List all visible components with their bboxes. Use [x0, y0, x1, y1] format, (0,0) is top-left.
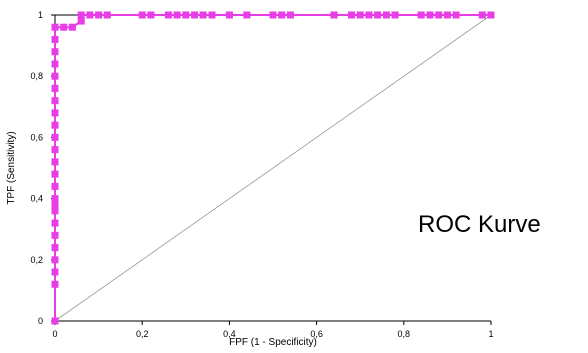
- roc-curve-line: [54, 14, 491, 321]
- roc-point: [426, 11, 434, 19]
- roc-point: [60, 23, 68, 31]
- y-axis-title: TPF (Sensitivity): [6, 131, 17, 204]
- roc-point: [225, 11, 233, 19]
- x-tick-label: 0,6: [310, 329, 323, 339]
- chart-annotation: ROC Kurve: [418, 211, 541, 238]
- roc-point: [51, 182, 59, 190]
- roc-point: [374, 11, 382, 19]
- roc-point: [51, 317, 59, 325]
- roc-point: [443, 11, 451, 19]
- roc-point: [51, 170, 59, 178]
- roc-point: [164, 11, 172, 19]
- roc-point: [435, 11, 443, 19]
- roc-point: [51, 84, 59, 92]
- roc-point: [51, 121, 59, 129]
- roc-point: [182, 11, 190, 19]
- roc-point: [51, 280, 59, 288]
- roc-point: [51, 23, 59, 31]
- roc-point: [487, 11, 495, 19]
- y-tick-label: 1: [38, 10, 43, 20]
- y-tick-label: 0,2: [30, 255, 43, 265]
- x-tick-label: 0,8: [398, 329, 411, 339]
- roc-point: [51, 195, 59, 203]
- roc-point: [103, 11, 111, 19]
- roc-point: [86, 11, 94, 19]
- roc-point: [365, 11, 373, 19]
- roc-point: [51, 256, 59, 264]
- roc-point: [191, 11, 198, 19]
- roc-point: [51, 97, 59, 105]
- y-tick-label: 0: [38, 316, 43, 326]
- roc-point: [51, 268, 59, 276]
- y-tick-label: 0,8: [30, 71, 43, 81]
- roc-point: [77, 11, 85, 19]
- roc-point: [51, 219, 59, 227]
- roc-point: [478, 11, 486, 19]
- roc-point: [382, 11, 390, 19]
- roc-point: [278, 11, 286, 19]
- roc-point: [348, 11, 355, 19]
- roc-point: [208, 11, 216, 19]
- roc-point: [243, 11, 251, 19]
- roc-point: [51, 36, 59, 43]
- roc-point: [51, 72, 59, 80]
- roc-point: [51, 201, 59, 209]
- roc-point: [68, 23, 76, 31]
- x-tick-label: 0,2: [136, 329, 149, 339]
- y-tick-label: 0,6: [30, 132, 43, 142]
- roc-point: [330, 11, 338, 19]
- roc-point: [269, 11, 277, 19]
- roc-point: [51, 48, 59, 56]
- roc-point: [51, 146, 59, 154]
- roc-point: [391, 11, 399, 19]
- roc-point: [173, 11, 181, 19]
- x-tick-label: 1: [488, 329, 493, 339]
- roc-point: [51, 207, 59, 215]
- roc-point: [51, 60, 59, 68]
- roc-point: [199, 11, 207, 19]
- roc-point: [417, 11, 425, 19]
- roc-point: [138, 11, 146, 19]
- roc-point: [356, 11, 364, 19]
- roc-point: [51, 244, 59, 252]
- x-tick-label: 0,4: [223, 329, 236, 339]
- y-tick-label: 0,4: [30, 194, 43, 204]
- roc-point: [452, 11, 460, 19]
- roc-point: [51, 109, 59, 117]
- roc-point: [147, 11, 155, 19]
- roc-point: [51, 158, 59, 166]
- roc-point: [51, 231, 59, 239]
- x-tick-label: 0: [52, 329, 57, 339]
- roc-point: [51, 133, 59, 141]
- x-axis-title: FPF (1 - Specificity): [229, 337, 317, 348]
- roc-point: [286, 11, 294, 19]
- roc-point: [95, 11, 103, 19]
- roc-point: [77, 17, 85, 25]
- reference-diagonal: [54, 14, 492, 322]
